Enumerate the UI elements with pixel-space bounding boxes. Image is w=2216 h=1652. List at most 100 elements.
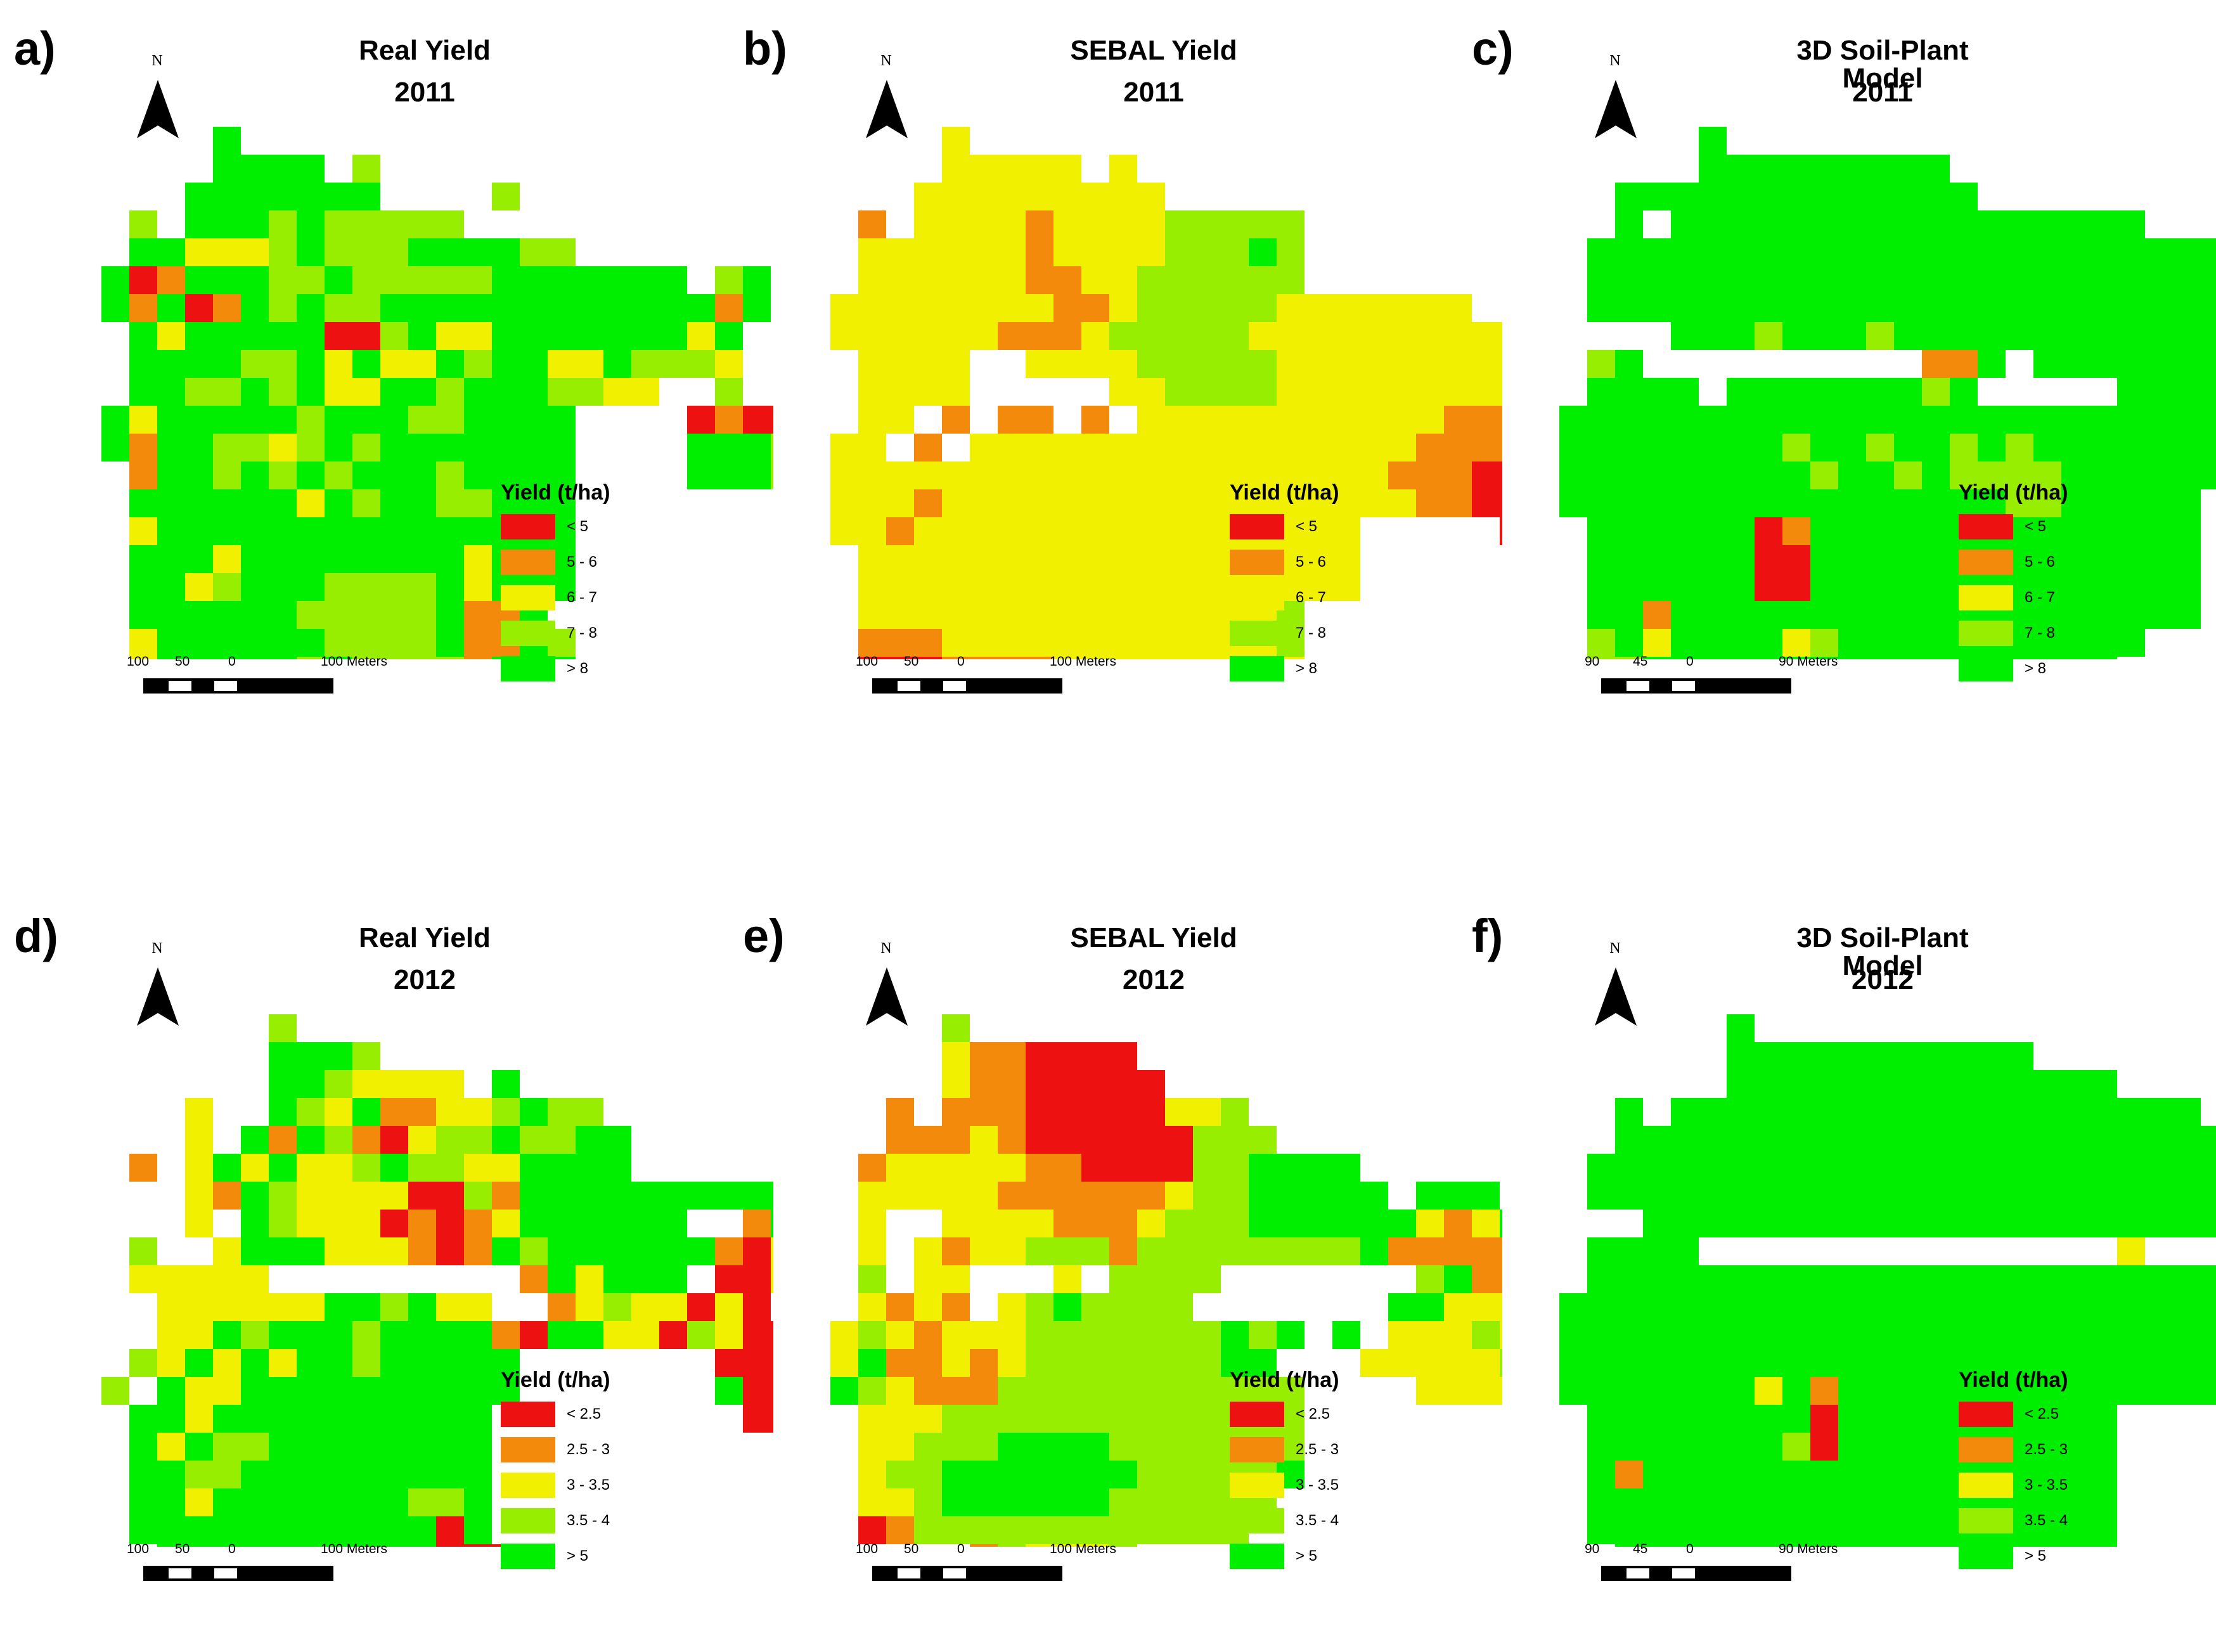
yield-cell xyxy=(241,601,269,629)
yield-cell xyxy=(1304,573,1332,601)
yield-cell xyxy=(185,1126,213,1154)
yield-cell xyxy=(352,1182,380,1210)
yield-cell xyxy=(1249,1126,1277,1154)
yield-cell xyxy=(1472,434,1500,461)
yield-cell xyxy=(520,461,548,489)
yield-cell xyxy=(1810,489,1838,517)
panel-letter: a) xyxy=(14,22,56,75)
yield-cell xyxy=(743,1210,771,1237)
yield-cell xyxy=(1950,1126,1978,1154)
yield-cell xyxy=(1643,1461,1671,1488)
yield-cell xyxy=(1894,1488,1922,1516)
yield-cell xyxy=(1137,629,1165,657)
yield-cell xyxy=(1500,322,1502,350)
yield-cell xyxy=(1500,1237,1502,1265)
yield-cell xyxy=(914,183,942,210)
yield-cell xyxy=(408,350,436,378)
yield-cell xyxy=(436,517,464,545)
yield-cell xyxy=(1838,1544,1866,1547)
yield-cell xyxy=(1081,601,1109,629)
yield-cell xyxy=(1699,1321,1727,1349)
yield-cell xyxy=(129,210,157,238)
yield-cell xyxy=(998,238,1026,266)
yield-cell xyxy=(1444,489,1472,517)
yield-cell xyxy=(1081,1237,1109,1265)
yield-cell xyxy=(1699,266,1727,294)
yield-cell xyxy=(1137,1098,1165,1126)
yield-cell xyxy=(1922,573,1950,601)
yield-cell xyxy=(548,461,576,489)
yield-cell xyxy=(603,1182,631,1210)
yield-cell xyxy=(325,1488,352,1516)
yield-cell xyxy=(2061,629,2089,657)
yield-cell xyxy=(436,1405,464,1433)
yield-cell xyxy=(436,434,464,461)
yield-cell xyxy=(548,1321,576,1349)
north-label: N xyxy=(1609,940,1621,957)
yield-cell xyxy=(1894,1182,1922,1210)
yield-cell xyxy=(548,406,576,434)
yield-cell xyxy=(603,322,631,350)
yield-cell xyxy=(1304,545,1332,573)
yield-cell xyxy=(1053,210,1081,238)
yield-cell xyxy=(185,266,213,294)
yield-cell xyxy=(1193,238,1221,266)
yield-cell xyxy=(408,517,436,545)
yield-cell xyxy=(1866,601,1894,629)
yield-cell xyxy=(297,1293,325,1321)
yield-cell xyxy=(297,657,325,659)
yield-cell xyxy=(464,1154,492,1182)
yield-cell xyxy=(1755,657,1782,659)
yield-cell xyxy=(1081,1433,1109,1461)
yield-cell xyxy=(157,461,185,489)
yield-cell xyxy=(1643,517,1671,545)
yield-cell xyxy=(659,1293,687,1321)
legend-label: 6 - 7 xyxy=(567,589,598,606)
yield-cell xyxy=(830,1321,858,1349)
yield-cell xyxy=(241,573,269,601)
scale-labels: 90 45 0 90 Meters xyxy=(1585,654,1902,673)
yield-cell xyxy=(1615,210,1643,238)
yield-cell xyxy=(1587,1321,1615,1349)
yield-cell xyxy=(548,434,576,461)
north-label: N xyxy=(151,940,163,957)
yield-cell xyxy=(213,1488,241,1516)
yield-cell xyxy=(1755,1488,1782,1516)
yield-cell xyxy=(970,489,998,517)
legend-item: 3 - 3.5 xyxy=(1959,1473,2123,1498)
yield-cell xyxy=(858,1349,886,1377)
yield-cell xyxy=(743,1349,771,1377)
yield-cell xyxy=(858,657,886,659)
legend-item: 6 - 7 xyxy=(1959,585,2123,610)
yield-cell xyxy=(1978,322,2006,350)
yield-cell xyxy=(771,1349,773,1377)
yield-cell xyxy=(185,601,213,629)
legend-swatch xyxy=(1230,1508,1284,1533)
yield-cell xyxy=(1053,294,1081,322)
yield-cell xyxy=(1026,406,1053,434)
yield-cell xyxy=(631,1182,659,1210)
yield-cell xyxy=(408,1321,436,1349)
yield-cell xyxy=(659,350,687,378)
yield-cell xyxy=(464,1516,492,1544)
yield-cell xyxy=(603,350,631,378)
yield-cell xyxy=(603,1265,631,1293)
legend-label: > 5 xyxy=(1296,1547,1318,1565)
yield-cell xyxy=(858,1405,886,1433)
yield-cell xyxy=(185,1265,213,1293)
yield-cell xyxy=(1053,1098,1081,1126)
yield-cell xyxy=(858,1265,886,1293)
yield-cell xyxy=(858,489,886,517)
yield-cell xyxy=(1221,378,1249,406)
yield-cell xyxy=(1894,1210,1922,1237)
yield-cell xyxy=(1193,434,1221,461)
scale-tick-label: 100 xyxy=(127,1542,150,1556)
yield-cell xyxy=(241,350,269,378)
yield-cell xyxy=(1615,1237,1643,1265)
yield-cell xyxy=(1193,1488,1221,1516)
yield-cell xyxy=(1026,350,1053,378)
yield-cell xyxy=(1615,657,1643,659)
map-title: Real Yield xyxy=(359,35,491,66)
scale-tick-label: 90 Meters xyxy=(1779,654,1838,669)
yield-cell xyxy=(325,322,352,350)
